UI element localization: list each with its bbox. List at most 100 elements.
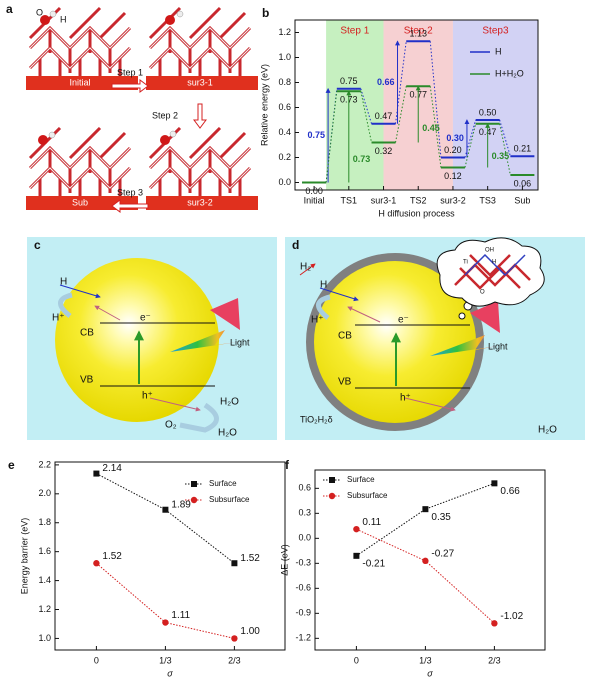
marker — [231, 635, 238, 642]
step-arrow — [193, 103, 207, 129]
light-source — [210, 298, 240, 330]
state-label: sur3-2 — [187, 197, 213, 207]
value-label: 0.06 — [514, 178, 532, 188]
legend-marker — [191, 481, 197, 487]
y-tick-label: 0.0 — [298, 533, 311, 543]
connector — [325, 91, 338, 183]
label: H — [320, 280, 327, 291]
x-tick-label: Initial — [304, 195, 325, 205]
plot-frame — [294, 19, 539, 191]
connector — [464, 123, 477, 168]
value-label: -0.21 — [362, 558, 385, 569]
light-ray — [430, 335, 498, 356]
barrier-label: 0.66 — [377, 77, 395, 87]
x-tick-label: sur3-1 — [371, 195, 397, 205]
proton-arrow — [316, 294, 331, 320]
label: H₂O — [538, 425, 557, 436]
panel-c: c H H⁺ CB e⁻ Light VB h⁺ H₂O O₂ H₂O — [27, 237, 277, 440]
proton-arrow — [58, 292, 73, 318]
h2-arrow — [299, 263, 316, 276]
label: CB — [338, 331, 352, 342]
panel-label: c — [34, 238, 41, 252]
panel-label: f — [285, 458, 290, 472]
plot-frame — [314, 469, 546, 651]
step-label: Step 1 — [340, 26, 369, 37]
h-arrow — [59, 284, 101, 299]
atom-label: O — [36, 7, 43, 17]
series-line — [96, 473, 235, 564]
step-region — [452, 20, 538, 190]
step-label: Step 2 — [404, 26, 433, 37]
value-label: 1.89 — [171, 499, 191, 510]
legend-label: Subsurface — [347, 491, 388, 500]
connector — [360, 88, 372, 124]
atom-label: H — [60, 14, 67, 24]
particle — [55, 258, 219, 422]
marker — [162, 619, 169, 626]
legend-marker — [328, 492, 336, 500]
legend-label: Surface — [347, 475, 375, 484]
step-arrow — [111, 79, 149, 93]
inset-label: OH — [485, 248, 494, 254]
y-axis-label: ΔE (eV) — [279, 544, 289, 576]
state-label: Initial — [69, 77, 90, 87]
label: Light — [230, 337, 250, 347]
marker — [422, 506, 429, 513]
label: CB — [80, 328, 94, 339]
y-tick-label: 1.0 — [278, 52, 291, 62]
marker — [491, 480, 498, 487]
connector — [395, 86, 407, 143]
y-tick-label: 1.4 — [38, 575, 51, 585]
label: h⁺ — [400, 393, 411, 404]
state-label: sur3-1 — [187, 77, 213, 87]
label: TiO₂H₂δ — [300, 414, 333, 424]
label: H₂ — [300, 262, 311, 273]
value-label: 1.13 — [409, 29, 427, 39]
state-label: Sub — [72, 197, 88, 207]
x-tick-label: 2/3 — [488, 655, 501, 665]
value-label: 2.14 — [102, 463, 122, 474]
y-tick-label: 0.3 — [298, 508, 311, 518]
value-label: 0.47 — [375, 111, 393, 121]
value-label: 0.12 — [444, 171, 462, 181]
y-tick-label: 0.4 — [278, 127, 291, 137]
y-tick-label: -0.9 — [295, 608, 311, 618]
light-source — [470, 301, 500, 333]
y-tick-label: 1.2 — [38, 604, 51, 614]
x-tick-label: TS2 — [410, 195, 427, 205]
step-label: Step3 — [482, 26, 509, 37]
hole-arrow — [149, 397, 201, 412]
step-label: Step 3 — [117, 187, 143, 197]
x-axis-label: H diffusion process — [378, 208, 455, 218]
connector — [464, 119, 477, 158]
label: H₂O — [220, 397, 239, 408]
x-tick-label: Sub — [514, 195, 530, 205]
legend-marker — [190, 496, 198, 504]
y-tick-label: -0.3 — [295, 558, 311, 568]
atoms — [38, 10, 184, 145]
connector — [499, 119, 511, 157]
label: H⁺ — [311, 315, 324, 326]
water-arrow — [179, 402, 219, 433]
x-tick-label: 0 — [94, 655, 99, 665]
e-arrow — [347, 306, 381, 323]
value-label: 1.52 — [102, 551, 122, 562]
value-label: 0.00 — [305, 186, 323, 196]
step-label: Step 2 — [152, 110, 178, 120]
panel-label: a — [6, 2, 13, 16]
label: VB — [338, 377, 352, 388]
legend-marker — [329, 477, 335, 483]
panel-label: b — [262, 6, 269, 20]
inset-label: O — [480, 290, 485, 296]
panel-label: e — [8, 458, 15, 472]
series-line — [356, 528, 495, 624]
step-arrow — [111, 199, 149, 213]
value-label: 0.11 — [362, 517, 381, 528]
y-tick-label: 0.0 — [278, 177, 291, 187]
panel-a: a O H Initial sur3-1 sur3-2 Sub Step 1 S… — [6, 2, 260, 213]
barrier-label: 0.75 — [308, 130, 326, 140]
value-label: 0.20 — [444, 145, 462, 155]
thought-bubble — [436, 237, 545, 320]
marker — [162, 506, 169, 513]
label: H — [60, 277, 67, 288]
